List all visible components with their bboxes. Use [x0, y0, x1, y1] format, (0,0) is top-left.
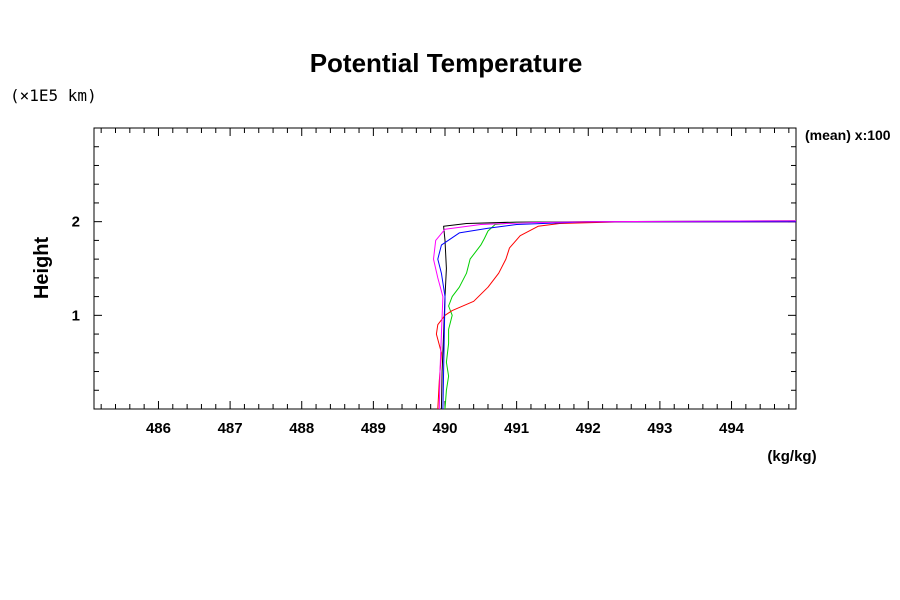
- x-tick-label: 491: [504, 420, 529, 437]
- tick-labels: 486 487 488 489 490 491 492 493 494 1 2: [72, 214, 745, 437]
- mean-annotation: (mean) x:100: [805, 127, 891, 143]
- y-axis-label: Height: [31, 237, 53, 300]
- x-tick-label: 487: [218, 420, 243, 437]
- series-line-5: [433, 220, 797, 410]
- x-tick-label: 490: [432, 420, 457, 437]
- axis-ticks: [94, 127, 796, 409]
- chart-title: Potential Temperature: [310, 48, 583, 78]
- x-tick-label: 486: [146, 420, 171, 437]
- y-unit-label: (×1E5 km): [10, 86, 97, 105]
- x-tick-label: 492: [576, 420, 601, 437]
- plot-frame: [93, 127, 797, 410]
- series-line-1: [440, 221, 796, 410]
- x-tick-label: 494: [719, 420, 745, 437]
- series-line-2: [444, 220, 797, 410]
- series-line-4: [437, 221, 796, 410]
- x-tick-label: 493: [647, 420, 672, 437]
- y-tick-label: 1: [72, 307, 80, 324]
- x-axis-label: (kg/kg): [767, 448, 816, 465]
- series-lines: [433, 220, 797, 410]
- series-line-3: [435, 221, 796, 410]
- x-tick-label: 488: [289, 420, 314, 437]
- x-tick-label: 489: [361, 420, 386, 437]
- y-tick-label: 2: [72, 214, 80, 231]
